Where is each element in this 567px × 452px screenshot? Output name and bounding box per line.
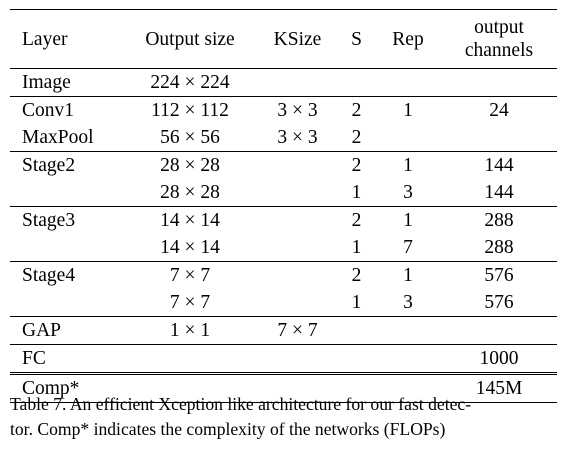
cell-stride: 2 bbox=[351, 127, 362, 148]
cell-layer bbox=[10, 179, 123, 207]
cell-layer: Conv1 bbox=[22, 100, 75, 121]
header-layer: Layer bbox=[22, 28, 68, 50]
cell-layer: Comp* bbox=[22, 378, 80, 399]
cell-output-channels: 145M bbox=[475, 378, 523, 399]
cell-stride: 1 bbox=[351, 237, 362, 258]
cell-output-channels: 1000 bbox=[479, 348, 519, 369]
table-row: MaxPool 56 × 56 3 × 3 2 bbox=[10, 124, 557, 152]
cell-output-size: 1 × 1 bbox=[169, 320, 211, 341]
cell-output-channels bbox=[441, 69, 557, 97]
cell-rep: 1 bbox=[403, 210, 413, 231]
table-header-row: Layer Output size KSize S Rep output cha… bbox=[10, 9, 557, 69]
cell-ksize bbox=[257, 234, 338, 262]
header-channels-line1: output bbox=[474, 17, 524, 38]
architecture-table: Layer Output size KSize S Rep output cha… bbox=[10, 9, 557, 403]
cell-ksize bbox=[257, 345, 338, 374]
cell-rep: 1 bbox=[403, 100, 413, 121]
cell-stride bbox=[338, 317, 375, 345]
cell-output-size: 28 × 28 bbox=[160, 155, 220, 176]
cell-stride: 2 bbox=[351, 265, 362, 286]
cell-output-size: 7 × 7 bbox=[169, 292, 211, 313]
cell-layer bbox=[10, 289, 123, 317]
table-caption: Table 7. An efficient Xception like arch… bbox=[10, 392, 557, 442]
header-output-size: Output size bbox=[145, 28, 235, 50]
cell-output-channels: 576 bbox=[484, 265, 514, 286]
table-row: 14 × 14 1 7 288 bbox=[10, 234, 557, 262]
cell-layer: Stage4 bbox=[22, 265, 76, 286]
cell-output-channels: 24 bbox=[489, 100, 509, 121]
cell-output-channels: 288 bbox=[484, 210, 514, 231]
cell-output-channels: 144 bbox=[484, 182, 514, 203]
cell-stride bbox=[338, 69, 375, 97]
cell-ksize bbox=[257, 262, 338, 290]
cell-output-size bbox=[123, 345, 257, 374]
caption-line-1: Table 7. An efficient Xception like arch… bbox=[10, 394, 472, 414]
table-row: 28 × 28 1 3 144 bbox=[10, 179, 557, 207]
cell-stride: 2 bbox=[351, 210, 362, 231]
table-row: Stage2 28 × 28 2 1 144 bbox=[10, 151, 557, 180]
cell-output-size: 224 × 224 bbox=[150, 72, 230, 93]
cell-layer: FC bbox=[22, 348, 46, 369]
table-body: Image 224 × 224 Conv1 112 × 112 3 × 3 2 1 24 Max… bbox=[10, 68, 557, 403]
cell-ksize: 3 × 3 bbox=[277, 127, 318, 148]
cell-output-size: 14 × 14 bbox=[160, 237, 220, 258]
table-row: Stage4 7 × 7 2 1 576 bbox=[10, 261, 557, 290]
cell-output-size: 56 × 56 bbox=[160, 127, 220, 148]
header-stride: S bbox=[351, 28, 362, 50]
cell-ksize bbox=[257, 289, 338, 317]
cell-output-channels: 288 bbox=[484, 237, 514, 258]
table-row: Image 224 × 224 bbox=[10, 68, 557, 97]
cell-rep: 1 bbox=[403, 265, 413, 286]
cell-stride: 1 bbox=[351, 182, 362, 203]
table-row: Conv1 112 × 112 3 × 3 2 1 24 bbox=[10, 96, 557, 125]
cell-rep bbox=[375, 124, 441, 152]
cell-output-size: 28 × 28 bbox=[160, 182, 220, 203]
cell-ksize bbox=[257, 69, 338, 97]
cell-ksize: 7 × 7 bbox=[277, 320, 318, 341]
cell-ksize bbox=[257, 179, 338, 207]
cell-output-size: 14 × 14 bbox=[160, 210, 220, 231]
cell-layer: MaxPool bbox=[22, 127, 94, 148]
header-channels-line2: channels bbox=[464, 40, 534, 61]
table-row: Stage3 14 × 14 2 1 288 bbox=[10, 206, 557, 235]
cell-stride: 2 bbox=[351, 155, 362, 176]
cell-rep bbox=[375, 317, 441, 345]
cell-stride: 1 bbox=[351, 292, 362, 313]
cell-stride bbox=[338, 345, 375, 374]
cell-output-size: 112 × 112 bbox=[151, 100, 229, 121]
cell-layer: Image bbox=[22, 72, 71, 93]
table-row: GAP 1 × 1 7 × 7 bbox=[10, 316, 557, 345]
cell-rep: 3 bbox=[403, 292, 413, 313]
cell-layer: GAP bbox=[22, 320, 62, 341]
cell-rep: 7 bbox=[403, 237, 413, 258]
cell-ksize bbox=[257, 207, 338, 235]
cell-rep bbox=[375, 69, 441, 97]
table-row: 7 × 7 1 3 576 bbox=[10, 289, 557, 317]
cell-ksize: 3 × 3 bbox=[277, 100, 318, 121]
cell-output-size: 7 × 7 bbox=[169, 265, 211, 286]
header-rep: Rep bbox=[392, 28, 424, 50]
header-output-channels: output channels bbox=[441, 10, 557, 69]
cell-output-channels: 576 bbox=[484, 292, 514, 313]
cell-rep: 1 bbox=[403, 155, 413, 176]
header-ksize: KSize bbox=[273, 28, 322, 50]
cell-output-channels bbox=[441, 317, 557, 345]
caption-line-2: tor. Comp* indicates the complexity of t… bbox=[10, 419, 446, 439]
cell-ksize bbox=[257, 152, 338, 180]
cell-rep bbox=[375, 345, 441, 374]
cell-output-channels: 144 bbox=[484, 155, 514, 176]
cell-layer: Stage2 bbox=[22, 155, 76, 176]
table-row: Comp* 145M bbox=[10, 373, 557, 403]
cell-stride: 2 bbox=[351, 100, 362, 121]
cell-rep: 3 bbox=[403, 182, 413, 203]
table-row: FC 1000 bbox=[10, 344, 557, 374]
cell-layer: Stage3 bbox=[22, 210, 76, 231]
cell-output-channels bbox=[441, 124, 557, 152]
cell-layer bbox=[10, 234, 123, 262]
